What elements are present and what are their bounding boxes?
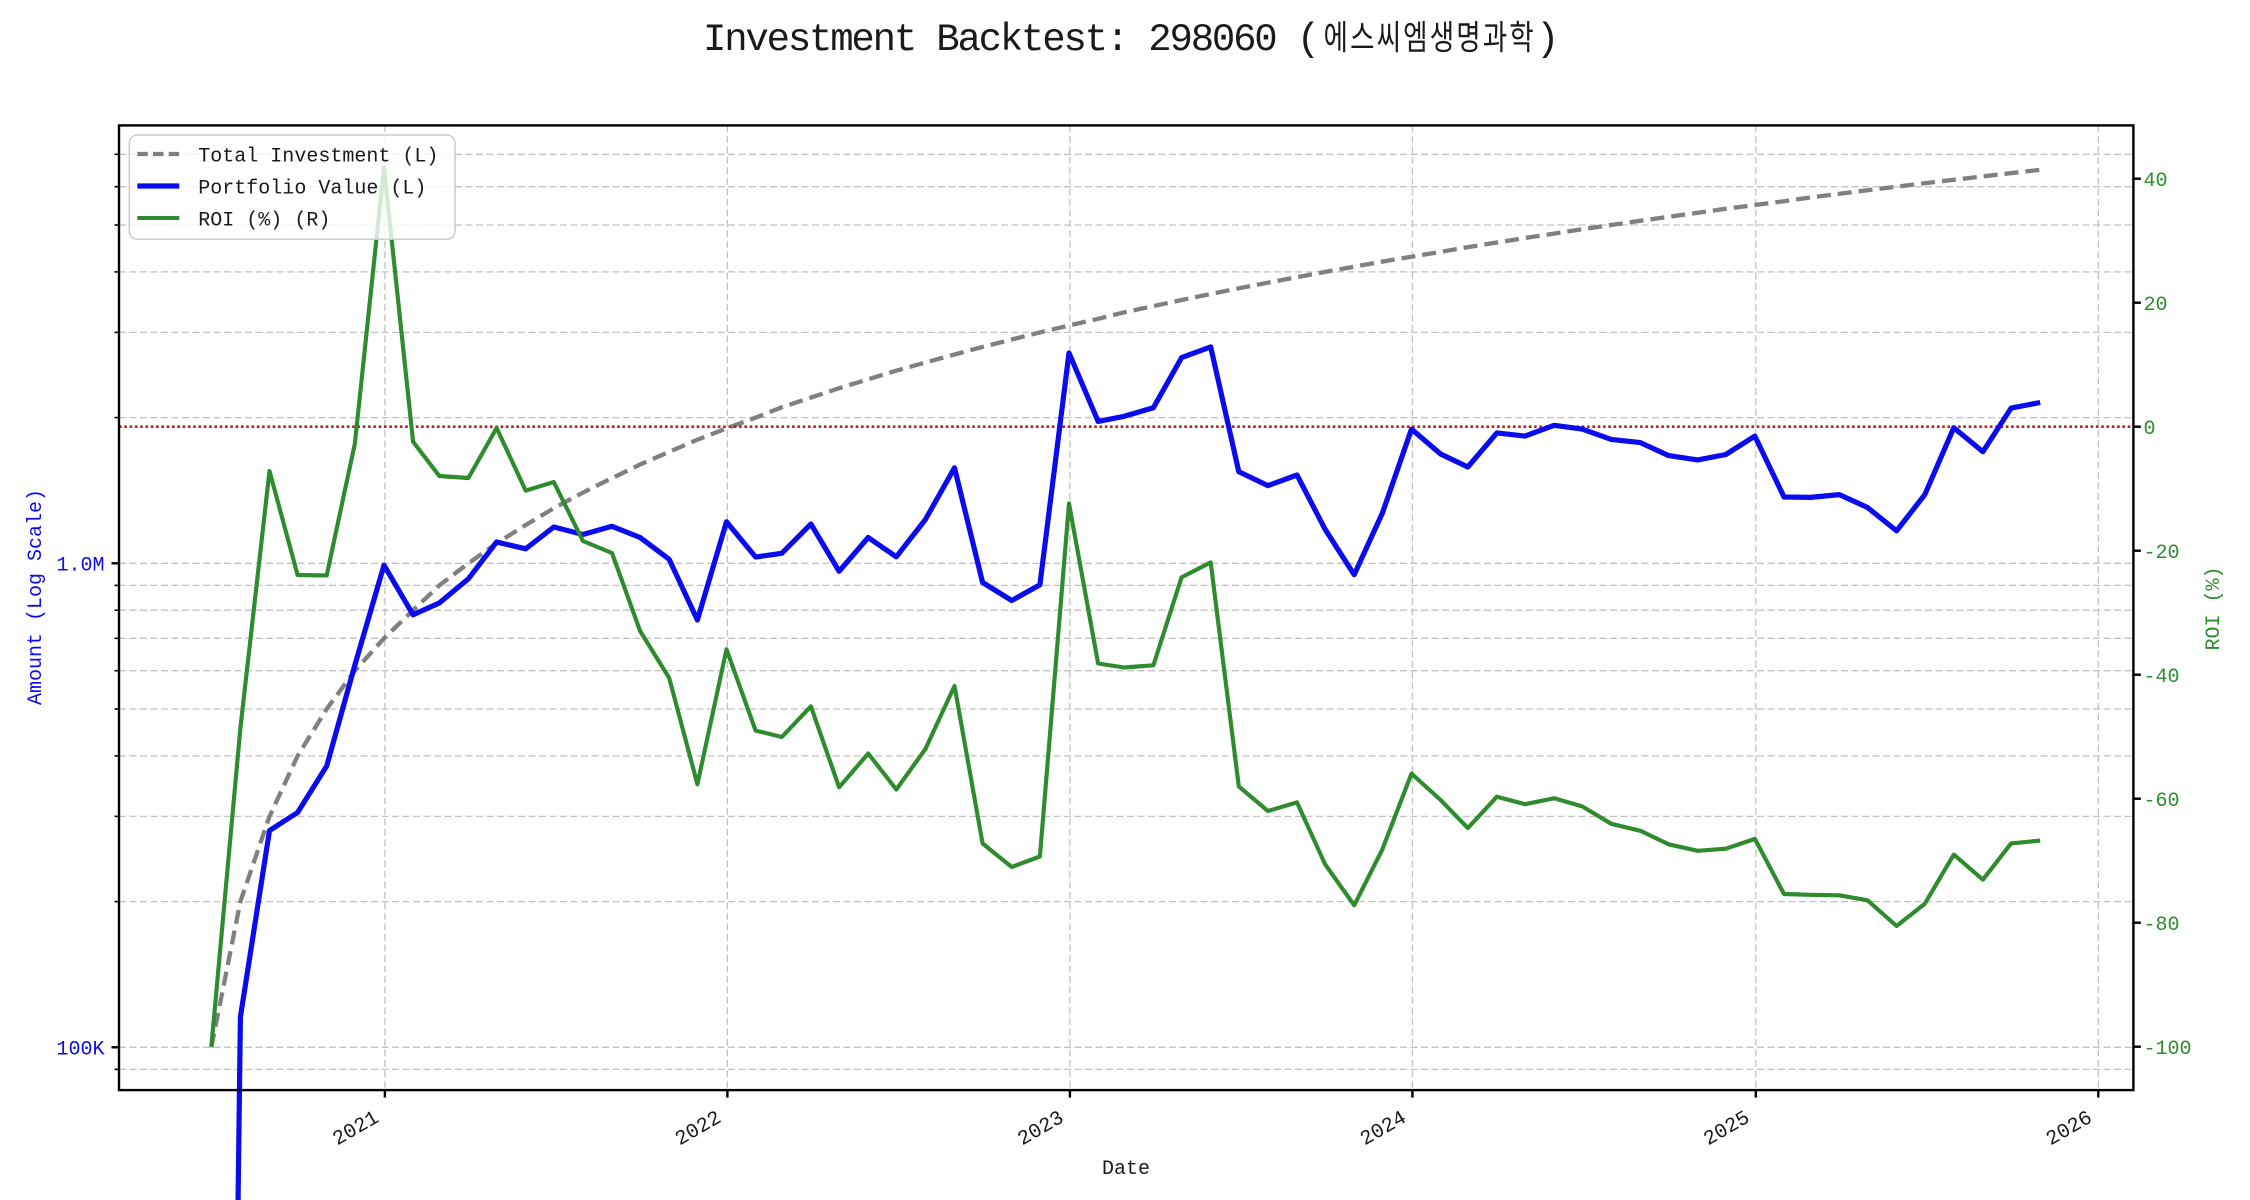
svg-text:Amount (Log Scale): Amount (Log Scale) <box>25 489 48 705</box>
svg-text:ROI (%) (R): ROI (%) (R) <box>198 209 330 232</box>
svg-text:100K: 100K <box>56 1038 104 1061</box>
svg-text:Investment Backtest: 298060 (: Investment Backtest: 298060 ( <box>703 18 1318 62</box>
svg-text:ROI (%): ROI (%) <box>2203 566 2226 650</box>
svg-text:-40: -40 <box>2144 666 2180 689</box>
svg-text:20: 20 <box>2144 294 2168 317</box>
svg-text:-20: -20 <box>2144 542 2180 565</box>
svg-text:-100: -100 <box>2144 1038 2192 1061</box>
svg-text:Portfolio Value (L): Portfolio Value (L) <box>198 177 426 200</box>
svg-text:-60: -60 <box>2144 790 2180 813</box>
svg-text:Total Investment (L): Total Investment (L) <box>198 145 438 168</box>
svg-text:Date: Date <box>1102 1158 1150 1181</box>
svg-text:40: 40 <box>2144 170 2168 193</box>
svg-text:-80: -80 <box>2144 914 2180 937</box>
svg-text:): ) <box>1536 18 1559 62</box>
svg-text:1.0M: 1.0M <box>56 554 104 577</box>
svg-text:0: 0 <box>2144 418 2156 441</box>
